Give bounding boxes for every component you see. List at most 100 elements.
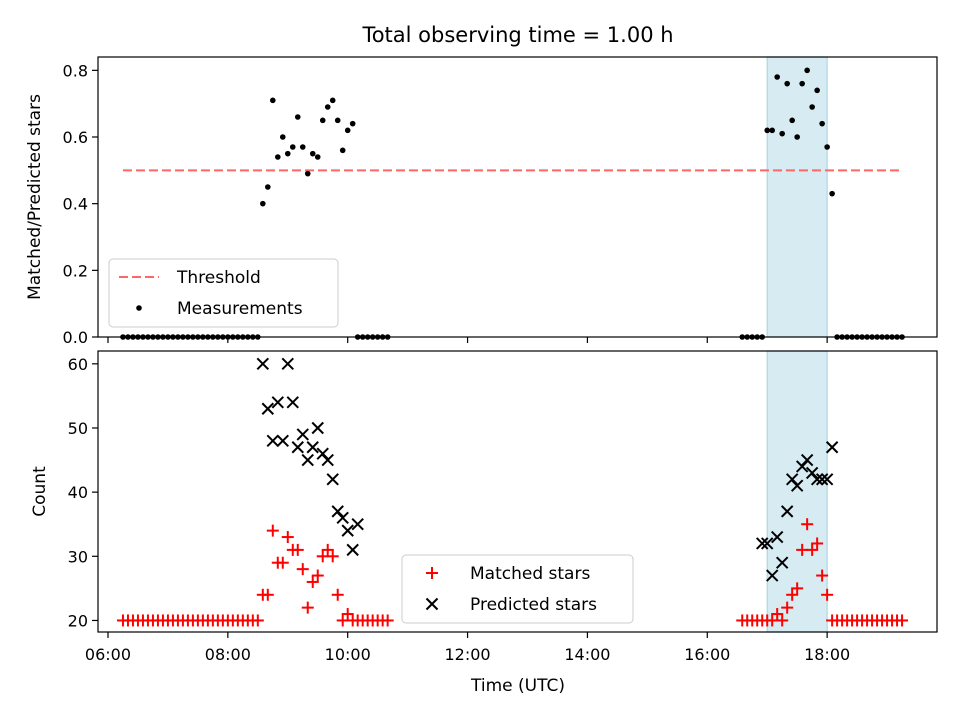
data-point	[795, 460, 809, 473]
panel-top: 0.0 0.2 0.4 0.6 0.8 Matched/Predicted stars Th…	[25, 56, 938, 347]
data-point	[346, 543, 359, 557]
data-point	[301, 453, 314, 467]
marker-stroke	[765, 569, 779, 582]
y-tick-label: 20	[68, 611, 88, 630]
series-measurements	[120, 67, 905, 340]
data-point	[805, 466, 819, 480]
data-point	[276, 434, 289, 448]
data-point	[291, 441, 304, 454]
marker-stroke	[775, 556, 789, 569]
marker-stroke	[296, 428, 309, 441]
data-point	[381, 614, 394, 627]
data-point	[286, 396, 299, 409]
data-point	[794, 134, 800, 140]
data-point	[344, 127, 351, 134]
y-tick-label: 0.6	[63, 128, 88, 147]
data-point	[825, 441, 839, 454]
data-point	[790, 479, 804, 492]
plot-frame	[97, 56, 938, 338]
marker-stroke	[276, 434, 289, 448]
data-point	[829, 190, 835, 197]
data-point	[764, 127, 771, 134]
data-point	[301, 601, 314, 614]
data-point	[786, 588, 799, 601]
legend-box	[401, 554, 634, 624]
data-point	[351, 518, 364, 531]
panel-bottom: 20 30 40 50 60 06:00 08:00 10:00 12:00 14:00 16:00…	[30, 350, 938, 664]
marker-stroke	[346, 543, 359, 557]
legend-label: Predicted stars	[470, 595, 597, 615]
data-point	[281, 531, 294, 544]
data-point	[341, 524, 354, 537]
legend-box	[108, 258, 339, 328]
data-point	[780, 505, 794, 518]
highlight-span	[766, 56, 828, 338]
data-point	[760, 537, 774, 550]
marker-stroke	[795, 460, 809, 473]
data-point	[271, 396, 284, 409]
data-point	[321, 543, 334, 556]
data-point	[311, 569, 324, 582]
marker-stroke	[785, 473, 799, 486]
data-point	[774, 74, 780, 80]
data-point	[806, 543, 819, 556]
data-point	[816, 569, 829, 582]
x-tick-label: 12:00	[445, 645, 491, 664]
data-point	[819, 120, 825, 127]
marker-stroke	[311, 421, 324, 435]
marker-stroke	[820, 473, 834, 486]
data-point	[261, 588, 274, 601]
data-point	[314, 154, 321, 160]
data-point	[269, 97, 276, 104]
x-tick-label: 10:00	[325, 645, 371, 664]
data-point	[811, 537, 824, 550]
data-point	[266, 434, 279, 448]
data-point	[821, 588, 834, 601]
marker-stroke	[800, 453, 814, 467]
y-tick-label: 0.0	[63, 328, 88, 347]
data-point	[334, 117, 341, 124]
data-point	[799, 80, 805, 87]
marker-stroke	[770, 530, 784, 544]
data-point	[299, 144, 306, 150]
data-point	[341, 608, 354, 621]
data-point	[264, 184, 271, 190]
data-point	[789, 117, 795, 124]
data-point	[326, 473, 339, 486]
data-point	[306, 575, 319, 588]
marker-stroke	[286, 396, 299, 409]
data-point	[316, 447, 329, 460]
marker-stroke	[760, 537, 774, 550]
data-point	[289, 144, 296, 150]
data-point	[304, 170, 311, 177]
data-point	[329, 97, 336, 104]
data-point	[770, 530, 784, 544]
y-axis-label: Count	[30, 466, 50, 517]
marker-stroke	[266, 434, 279, 448]
legend-label: Matched stars	[470, 564, 590, 584]
data-point	[776, 614, 789, 627]
series-predicted-stars	[256, 357, 839, 582]
x-tick-label: 06:00	[85, 645, 131, 664]
data-point	[309, 150, 316, 157]
marker-stroke	[780, 505, 794, 518]
marker-stroke	[256, 357, 270, 371]
y-axis-label: Matched/Predicted stars	[25, 94, 45, 300]
data-point	[296, 428, 309, 441]
x-tick-label: 16:00	[684, 645, 730, 664]
data-point	[815, 473, 829, 486]
marker-stroke	[281, 357, 294, 371]
marker-stroke	[825, 441, 839, 454]
x-tick-label: 18:00	[804, 645, 850, 664]
y-tick-label: 30	[68, 547, 88, 566]
marker-stroke	[790, 479, 804, 492]
marker-stroke	[810, 473, 824, 486]
data-point	[809, 104, 815, 110]
data-point	[756, 537, 769, 550]
data-point	[800, 453, 814, 467]
data-point	[810, 473, 824, 486]
data-point	[291, 543, 304, 556]
y-tick-label: 40	[68, 483, 88, 502]
data-point	[804, 67, 810, 74]
